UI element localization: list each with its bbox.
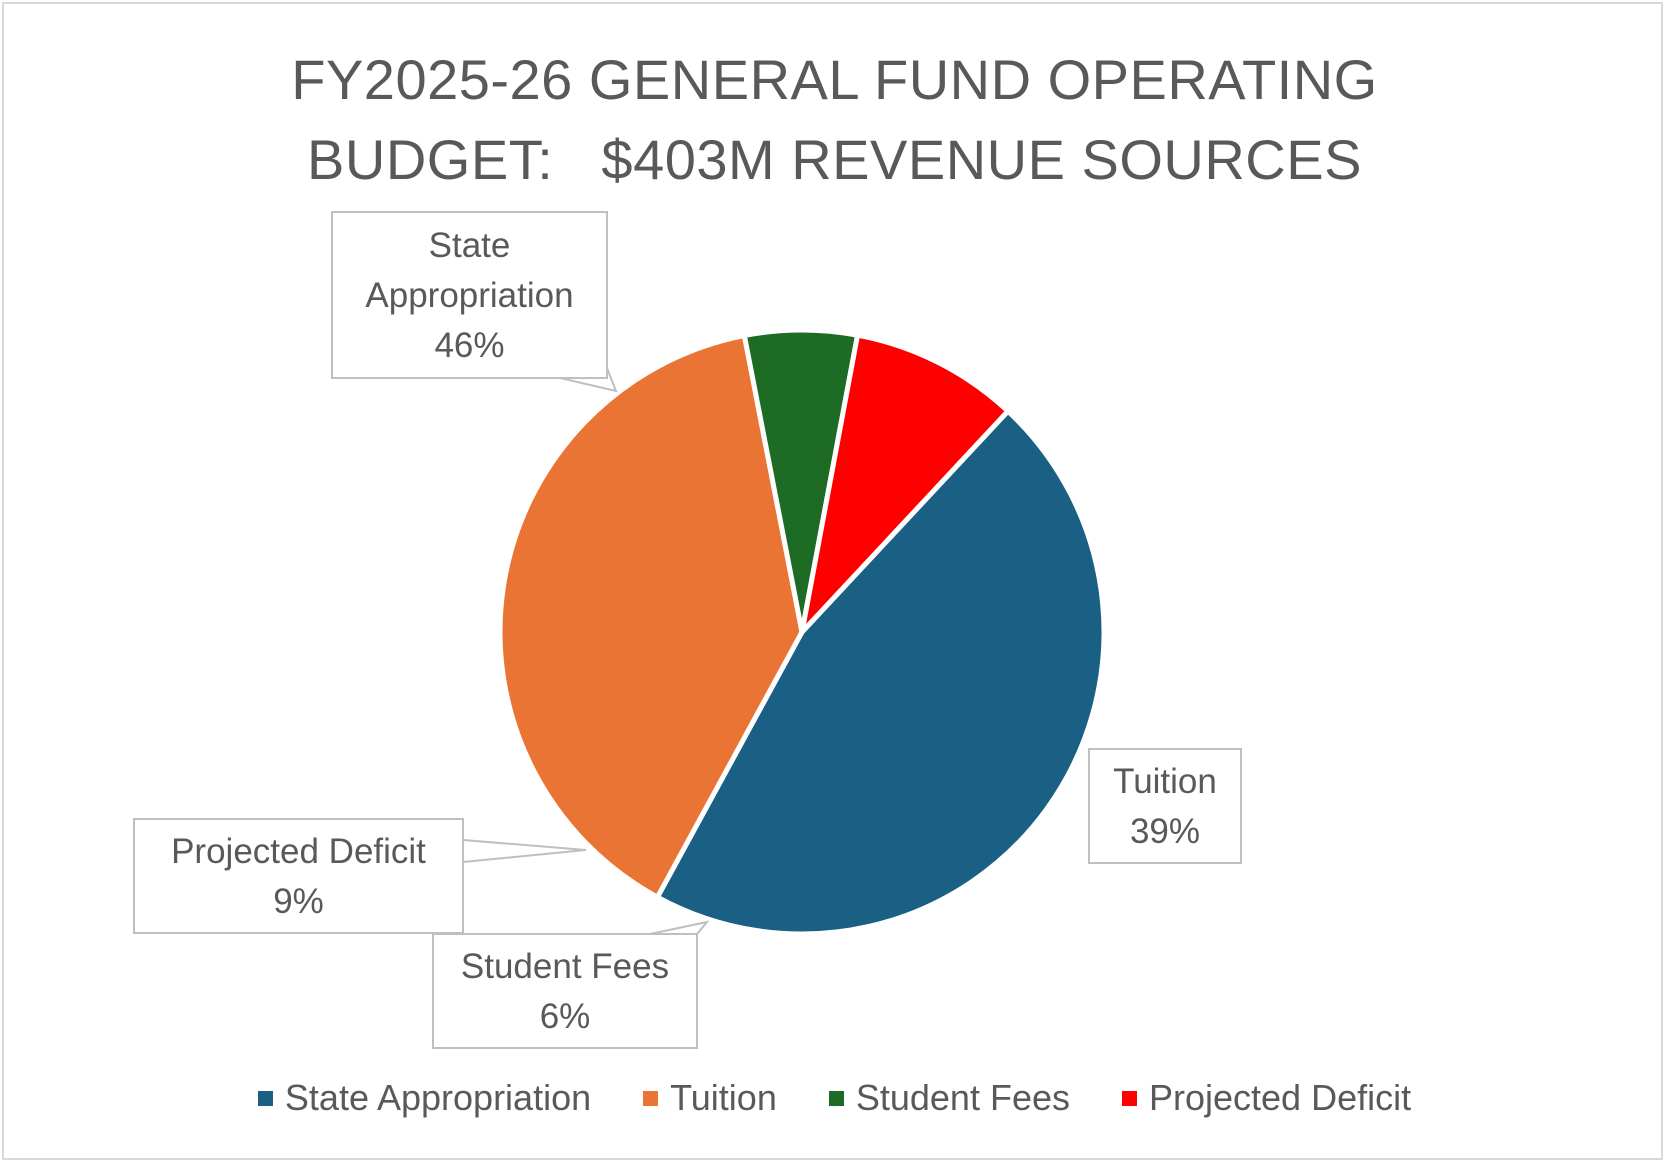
legend-label: Tuition: [670, 1077, 777, 1118]
legend-swatch: [1121, 1090, 1137, 1106]
callout-tuition: Tuition 39%: [1088, 748, 1242, 864]
callout-state-appropriation: State Appropriation 46%: [331, 211, 618, 393]
legend-label: Student Fees: [855, 1077, 1070, 1118]
data-label-category: Tuition: [1113, 762, 1217, 801]
data-label-callouts: State Appropriation 46% Tuition 39% Student F…: [133, 211, 1242, 1049]
legend-swatch: [257, 1090, 273, 1106]
callout-box: [432, 933, 698, 1049]
data-label-category: State: [429, 226, 511, 265]
data-label-percent: 39%: [1130, 812, 1200, 851]
chart-legend: State Appropriation Tuition Student Fees Pr…: [0, 1072, 1669, 1124]
data-label-percent: 9%: [273, 882, 324, 921]
callout-projected-deficit: Projected Deficit 9%: [133, 818, 587, 934]
chart-title-line-1: FY2025-26 GENERAL FUND OPERATING: [291, 48, 1378, 111]
legend-item-state-appropriation: State Appropriation: [257, 1077, 592, 1119]
callout-box: [331, 211, 608, 379]
pie-slice-tuition: [497, 333, 805, 900]
data-label-category: Student Fees: [461, 947, 669, 986]
legend-item-projected-deficit: Projected Deficit: [1121, 1077, 1412, 1119]
callout-box: [133, 818, 464, 934]
data-label-percent: 6%: [540, 997, 591, 1036]
pie-slice-state-appropriation: [654, 408, 1107, 937]
legend-label: Projected Deficit: [1148, 1077, 1412, 1118]
callout-student-fees: Student Fees 6%: [432, 920, 710, 1049]
pie-slices: [497, 327, 1107, 937]
pie-slice-projected-deficit: [799, 332, 1011, 635]
data-label-category: Appropriation: [365, 276, 573, 315]
callout-leader: [462, 838, 587, 864]
data-label-category: Projected Deficit: [171, 832, 426, 871]
legend-label: State Appropriation: [284, 1077, 592, 1118]
callout-box: [1088, 748, 1242, 864]
callout-leader: [649, 920, 710, 935]
data-label-percent: 46%: [434, 326, 504, 365]
legend-swatch: [643, 1090, 659, 1106]
legend-swatch: [828, 1090, 844, 1106]
chart-title-line-2: BUDGET: $403M REVENUE SOURCES: [307, 128, 1362, 191]
legend-item-student-fees: Student Fees: [828, 1077, 1070, 1119]
legend-item-tuition: Tuition: [643, 1077, 777, 1119]
chart-title: FY2025-26 GENERAL FUND OPERATING BUDGET:…: [0, 40, 1669, 200]
